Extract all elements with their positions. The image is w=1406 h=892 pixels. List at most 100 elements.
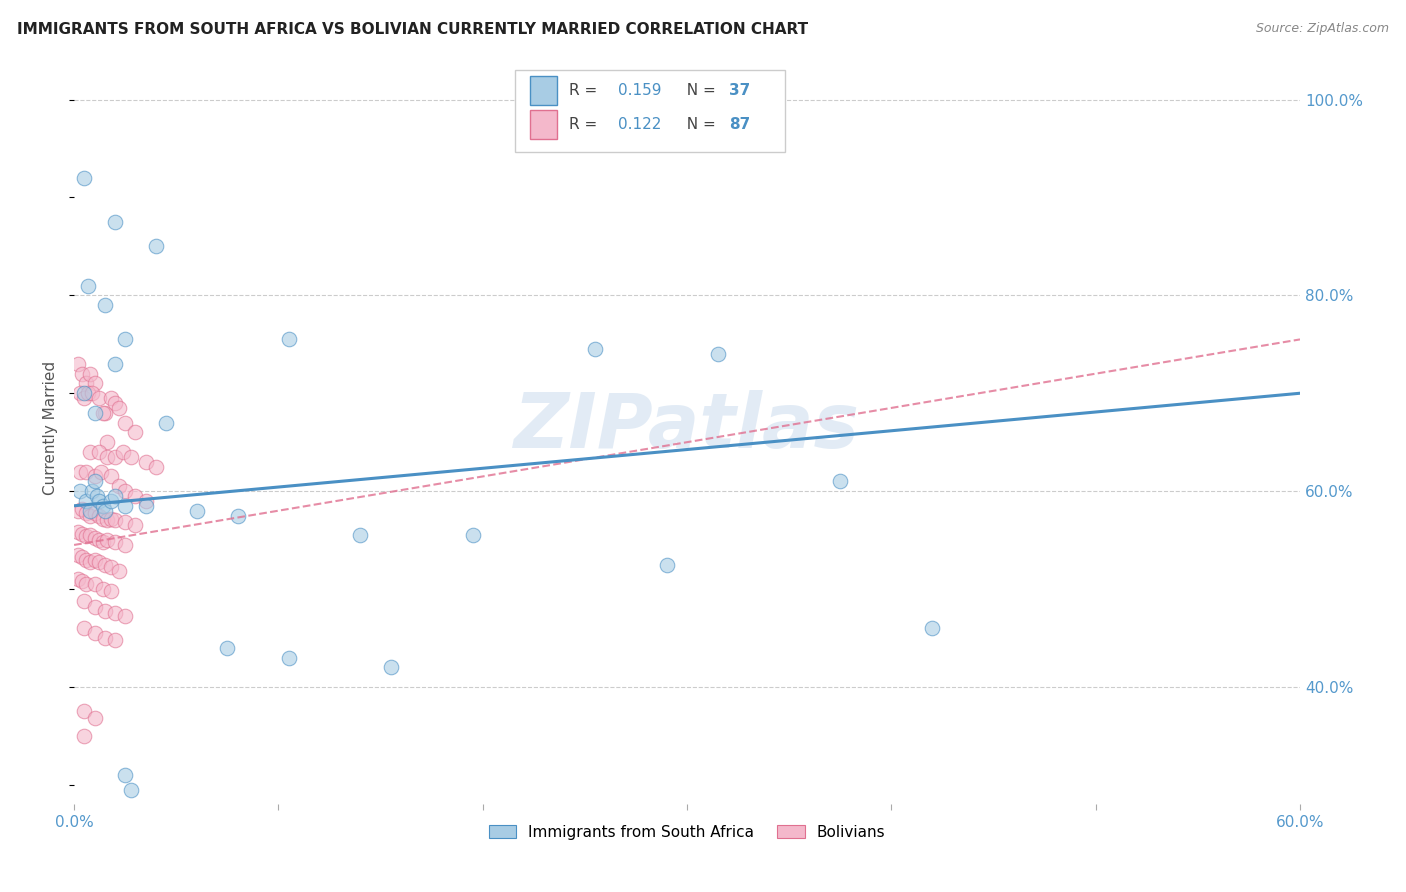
Point: [87, 391, 110, 405]
Point: [72, 527, 94, 541]
Point: [100, 391, 122, 405]
Text: 0.159: 0.159: [619, 83, 662, 98]
Point: [91, 582, 114, 596]
Point: [69, 465, 91, 479]
Point: [461, 528, 484, 542]
Point: [79, 445, 101, 459]
Point: [83, 531, 105, 545]
Point: [104, 396, 127, 410]
Point: [83, 475, 105, 489]
Point: [72, 501, 94, 516]
Point: [87, 494, 110, 508]
Point: [108, 401, 131, 415]
Point: [120, 450, 142, 464]
Point: [186, 504, 208, 518]
Point: [104, 489, 127, 503]
Point: [104, 607, 127, 621]
Point: [114, 768, 136, 782]
Point: [96, 533, 118, 547]
Point: [75, 552, 97, 566]
Point: [135, 494, 157, 508]
Point: [114, 416, 136, 430]
Point: [79, 528, 101, 542]
Point: [77, 278, 100, 293]
Point: [67, 357, 90, 371]
Point: [155, 416, 177, 430]
Point: [79, 504, 101, 518]
FancyBboxPatch shape: [530, 77, 557, 105]
Point: [79, 367, 101, 381]
Point: [93, 406, 115, 420]
Point: [75, 494, 97, 508]
Point: [75, 529, 97, 543]
Point: [67, 548, 90, 562]
Point: [73, 621, 96, 635]
Point: [380, 660, 402, 674]
Point: [96, 450, 118, 464]
Point: [93, 504, 115, 518]
Point: [73, 386, 96, 401]
Text: N =: N =: [678, 117, 721, 132]
Point: [349, 528, 371, 542]
Text: Source: ZipAtlas.com: Source: ZipAtlas.com: [1256, 22, 1389, 36]
Point: [75, 506, 97, 520]
Point: [93, 603, 115, 617]
Point: [79, 508, 101, 523]
Point: [72, 574, 94, 589]
Point: [83, 376, 105, 391]
Point: [75, 577, 97, 591]
Point: [73, 593, 96, 607]
Point: [67, 572, 90, 586]
Point: [100, 583, 122, 598]
Point: [100, 511, 122, 525]
Point: [145, 459, 167, 474]
Point: [120, 782, 142, 797]
Point: [91, 499, 114, 513]
Text: R =: R =: [569, 117, 603, 132]
Point: [83, 711, 105, 725]
Point: [83, 469, 105, 483]
Point: [135, 455, 157, 469]
Point: [90, 465, 112, 479]
Point: [69, 484, 91, 499]
Point: [96, 513, 118, 527]
Point: [124, 518, 146, 533]
Point: [145, 239, 167, 253]
Point: [217, 640, 239, 655]
Point: [67, 525, 90, 540]
Point: [104, 513, 127, 527]
Point: [100, 494, 122, 508]
Point: [87, 533, 110, 547]
Point: [114, 484, 136, 499]
Point: [921, 621, 943, 635]
Point: [73, 729, 96, 743]
Point: [82, 386, 104, 401]
Point: [104, 632, 127, 647]
Point: [114, 499, 136, 513]
Point: [114, 609, 136, 624]
Legend: Immigrants from South Africa, Bolivians: Immigrants from South Africa, Bolivians: [482, 819, 891, 846]
Point: [83, 599, 105, 614]
Point: [706, 347, 728, 361]
Text: 0.122: 0.122: [619, 117, 662, 132]
Point: [82, 484, 104, 499]
Point: [96, 435, 118, 450]
Point: [73, 391, 96, 405]
Point: [93, 631, 115, 645]
Point: [108, 565, 131, 579]
Text: N =: N =: [678, 83, 721, 98]
Text: 87: 87: [728, 117, 749, 132]
Point: [93, 298, 115, 312]
Point: [83, 552, 105, 566]
Point: [277, 650, 299, 665]
Point: [87, 445, 110, 459]
Point: [91, 511, 114, 525]
Y-axis label: Currently Married: Currently Married: [44, 360, 58, 494]
FancyBboxPatch shape: [530, 111, 557, 139]
Point: [83, 577, 105, 591]
Point: [100, 469, 122, 483]
Text: ZIPatlas: ZIPatlas: [515, 391, 860, 465]
Point: [73, 704, 96, 718]
Point: [69, 386, 91, 401]
Point: [226, 508, 249, 523]
